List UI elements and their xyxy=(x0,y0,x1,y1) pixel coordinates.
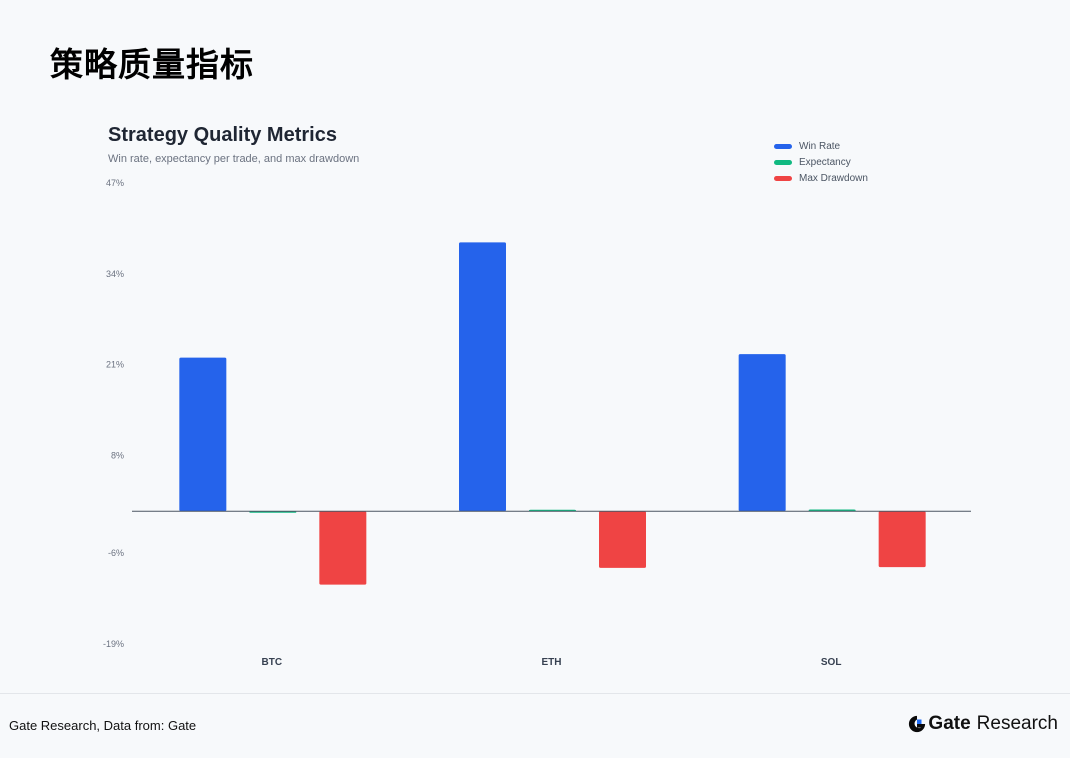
gate-logo-icon xyxy=(909,715,926,733)
page-heading: 策略质量指标 xyxy=(50,45,254,84)
legend-label-win-rate: Win Rate xyxy=(799,140,841,152)
bar-win-rate-sol[interactable] xyxy=(738,354,786,512)
brand-logo-group: Gate Research xyxy=(908,713,1058,735)
y-tick-label: 47% xyxy=(106,178,124,188)
legend-item-expectancy[interactable]: Expectancy xyxy=(774,154,868,170)
footer-source: Gate Research, Data from: Gate xyxy=(9,718,197,733)
x-tick-label-btc: BTC xyxy=(262,657,283,668)
bar-max-drawdown-eth[interactable] xyxy=(599,511,646,568)
x-tick-label-eth: ETH xyxy=(542,657,562,668)
legend-item-win-rate[interactable]: Win Rate xyxy=(774,138,868,154)
x-tick-label-sol: SOL xyxy=(821,657,842,668)
legend-swatch-max-drawdown xyxy=(774,175,792,181)
legend-label-max-drawdown: Max Drawdown xyxy=(799,172,868,184)
chart-plot-area: 47% 34% 21% 8% -6% -19% BTC ETH SOL xyxy=(103,178,971,668)
y-tick-label: 8% xyxy=(111,450,124,460)
bar-max-drawdown-sol[interactable] xyxy=(878,511,926,568)
chart-title: Strategy Quality Metrics xyxy=(108,124,337,146)
legend-swatch-expectancy xyxy=(774,159,792,165)
legend-item-max-drawdown[interactable]: Max Drawdown xyxy=(774,170,868,186)
footer-divider xyxy=(0,693,1070,694)
legend-swatch-win-rate xyxy=(774,143,792,149)
y-tick-label: 21% xyxy=(106,360,124,370)
bar-win-rate-btc[interactable] xyxy=(179,357,227,512)
bar-win-rate-eth[interactable] xyxy=(459,242,506,512)
y-tick-label: -19% xyxy=(103,639,124,649)
y-tick-label: -6% xyxy=(108,548,124,558)
y-tick-label: 34% xyxy=(106,269,124,279)
legend-label-expectancy: Expectancy xyxy=(799,156,851,168)
chart-legend: Win Rate Expectancy Max Drawdown xyxy=(774,138,868,186)
chart-subtitle: Win rate, expectancy per trade, and max … xyxy=(108,153,360,165)
brand-name: Gate xyxy=(928,713,971,734)
brand-suffix: Research xyxy=(976,713,1058,734)
bar-max-drawdown-btc[interactable] xyxy=(319,511,367,585)
